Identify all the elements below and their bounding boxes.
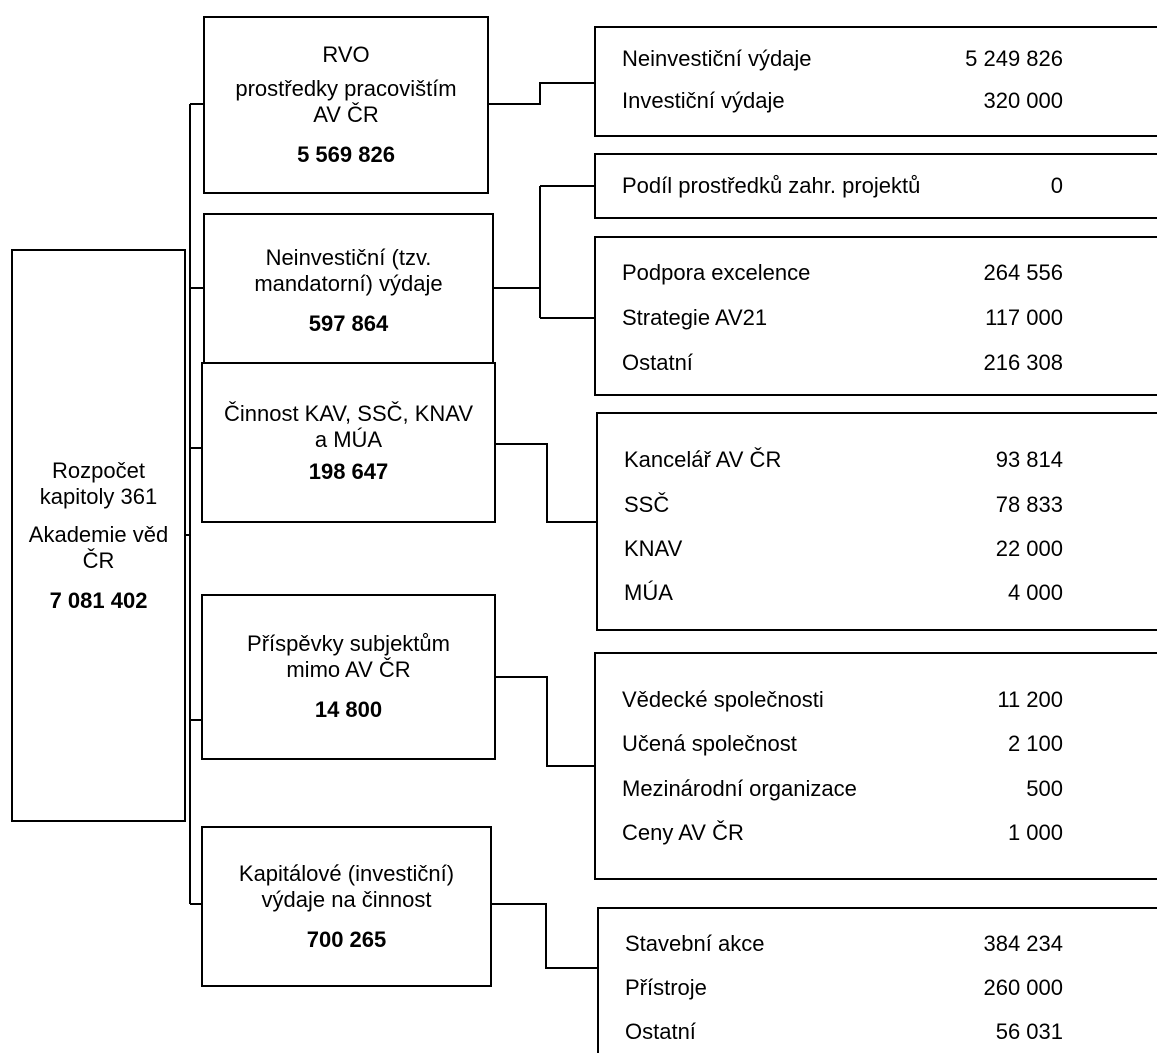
detail-value: 1 000: [1007, 820, 1063, 845]
node-line: Činnost KAV, SSČ, KNAV: [223, 400, 474, 426]
detail-value: 56 031: [995, 1019, 1063, 1044]
node-line: mandatorní) výdaje: [254, 271, 443, 296]
node-kav: Činnost KAV, SSČ, KNAV a MÚA 198 647: [201, 362, 496, 523]
detail-value: 0: [1050, 173, 1063, 198]
node-amount: 700 265: [306, 926, 387, 952]
root-node: Rozpočet kapitoly 361 Akademie věd ČR 7 …: [11, 249, 186, 822]
detail-label: Mezinárodní organizace: [622, 776, 857, 801]
detail-value: 78 833: [995, 492, 1063, 517]
detail-row: SSČ 78 833: [624, 492, 1063, 518]
detail-label: Kancelář AV ČR: [624, 447, 782, 472]
detail-box-capital: Stavební akce 384 234 Přístroje 260 000 …: [597, 907, 1157, 1053]
detail-label: Přístroje: [625, 975, 707, 1000]
detail-label: Podpora excelence: [622, 260, 811, 285]
node-capital: Kapitálové (investiční) výdaje na činnos…: [201, 826, 492, 987]
detail-value: 320 000: [983, 88, 1063, 113]
detail-value: 500: [1026, 776, 1063, 801]
node-contributions: Příspěvky subjektům mimo AV ČR 14 800: [201, 594, 496, 760]
detail-value: 4 000: [1007, 580, 1063, 605]
detail-row: Ceny AV ČR 1 000: [622, 820, 1063, 846]
detail-box-mandatory: Podpora excelence 264 556 Strategie AV21…: [594, 236, 1157, 396]
node-mandatory: Neinvestiční (tzv. mandatorní) výdaje 59…: [203, 213, 494, 369]
detail-row: Učená společnost 2 100: [622, 731, 1063, 757]
root-amount: 7 081 402: [49, 587, 148, 613]
detail-label: Vědecké společnosti: [622, 687, 824, 712]
detail-box-contributions: Vědecké společnosti 11 200 Učená společn…: [594, 652, 1157, 880]
detail-label: Neinvestiční výdaje: [622, 46, 812, 71]
detail-row: Ostatní 56 031: [625, 1019, 1063, 1045]
detail-value: 11 200: [997, 687, 1063, 712]
detail-row: KNAV 22 000: [624, 536, 1063, 562]
detail-row: Ostatní 216 308: [622, 350, 1063, 376]
root-line: Rozpočet: [52, 457, 145, 483]
detail-label: Investiční výdaje: [622, 88, 785, 113]
root-line: ČR: [82, 547, 115, 573]
detail-value: 5 249 826: [965, 46, 1063, 71]
node-rvo: RVO prostředky pracovištím AV ČR 5 569 8…: [203, 16, 489, 194]
detail-value: 384 234: [983, 931, 1063, 956]
detail-label: KNAV: [624, 536, 683, 561]
node-amount: 597 864: [308, 311, 389, 336]
detail-box-kav: Kancelář AV ČR 93 814 SSČ 78 833 KNAV 22…: [596, 412, 1157, 631]
detail-row: Strategie AV21 117 000: [622, 305, 1063, 331]
detail-label: SSČ: [624, 492, 670, 517]
node-amount: 14 800: [314, 697, 383, 722]
detail-row: Neinvestiční výdaje 5 249 826: [622, 46, 1063, 72]
detail-value: 22 000: [995, 536, 1063, 561]
detail-row: Vědecké společnosti 11 200: [622, 687, 1063, 713]
root-line: Akademie věd: [28, 521, 169, 547]
detail-value: 216 308: [983, 350, 1063, 375]
detail-label: Ostatní: [625, 1019, 696, 1044]
node-line: RVO: [322, 42, 370, 67]
detail-box-foreign-projects: Podíl prostředků zahr. projektů 0: [594, 153, 1157, 219]
node-line: prostředky pracovištím: [235, 76, 457, 101]
node-line: Neinvestiční (tzv.: [265, 245, 432, 270]
detail-row: Přístroje 260 000: [625, 975, 1063, 1001]
root-line: kapitoly 361: [39, 483, 158, 509]
node-line: Příspěvky subjektům: [247, 631, 450, 656]
node-line: výdaje na činnost: [261, 886, 432, 912]
detail-label: Stavební akce: [625, 931, 765, 956]
detail-value: 260 000: [983, 975, 1063, 1000]
node-amount: 5 569 826: [297, 142, 395, 167]
detail-row: Podpora excelence 264 556: [622, 260, 1063, 286]
node-line: Kapitálové (investiční): [238, 860, 455, 886]
detail-row: Stavební akce 384 234: [625, 931, 1063, 957]
node-line: AV ČR: [313, 102, 379, 127]
detail-label: Učená společnost: [622, 731, 797, 756]
node-line: a MÚA: [314, 426, 383, 452]
detail-value: 117 000: [985, 305, 1063, 330]
detail-value: 2 100: [1007, 731, 1063, 756]
detail-value: 93 814: [995, 447, 1063, 472]
detail-row: Podíl prostředků zahr. projektů 0: [622, 173, 1063, 199]
detail-value: 264 556: [983, 260, 1063, 285]
detail-row: Mezinárodní organizace 500: [622, 776, 1063, 802]
detail-label: Podíl prostředků zahr. projektů: [622, 173, 921, 198]
node-amount: 198 647: [308, 458, 389, 484]
detail-label: MÚA: [624, 580, 673, 605]
detail-label: Strategie AV21: [622, 305, 768, 330]
detail-row: Kancelář AV ČR 93 814: [624, 447, 1063, 473]
detail-label: Ostatní: [622, 350, 693, 375]
detail-row: Investiční výdaje 320 000: [622, 88, 1063, 114]
detail-label: Ceny AV ČR: [622, 820, 744, 845]
detail-box-rvo: Neinvestiční výdaje 5 249 826 Investiční…: [594, 26, 1157, 137]
detail-row: MÚA 4 000: [624, 580, 1063, 606]
node-line: mimo AV ČR: [286, 657, 411, 682]
